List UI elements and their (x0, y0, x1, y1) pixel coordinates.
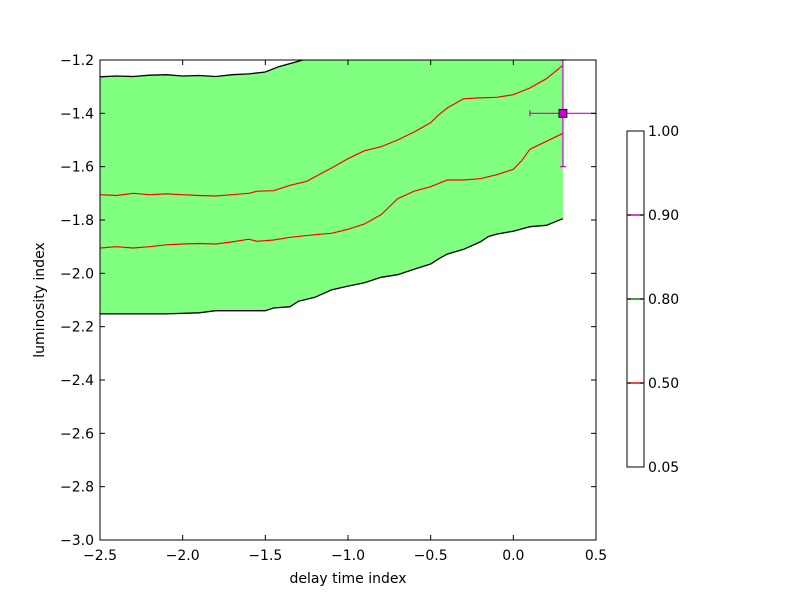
x-axis: −2.5 −2.0 −1.5 −1.0 −0.5 0.0 0.5 (83, 60, 607, 564)
inner-contour-upper (100, 64, 564, 197)
colorbar-ticks: 0.05 0.50 0.80 0.90 1.00 (627, 124, 679, 476)
y-tick-label: −2.8 (60, 480, 94, 496)
x-tick-label: −0.5 (414, 548, 448, 564)
x-tick-label: −2.0 (166, 548, 200, 564)
y-tick-label: −3.0 (60, 533, 94, 549)
x-tick-label: 0.5 (585, 548, 607, 564)
y-tick-label: −2.4 (60, 373, 94, 389)
y-axis: −3.0 −2.8 −2.6 −2.4 −2.2 −2.0 −1.8 −1.6 −1.4 −1.2 (60, 53, 596, 549)
x-tick-label: 0.0 (502, 548, 524, 564)
plot-area: −2.5 −2.0 −1.5 −1.0 −0.5 0.0 0.5 −3.0−2.8−2.6−… (60, 53, 607, 564)
marker-layer (529, 59, 596, 168)
best-fit-marker (558, 108, 568, 118)
confidence-region-fill (100, 60, 563, 314)
y-axis-label: luminosity index (32, 242, 48, 357)
colorbar-tick-label: 0.50 (648, 376, 679, 392)
y-tick-label: −1.6 (60, 160, 94, 176)
outer-contour-lower (100, 218, 564, 315)
y-tick-label: −2.2 (60, 320, 94, 336)
inner-contour-lower (100, 132, 564, 249)
y-tick-label: −1.8 (60, 213, 94, 229)
y-tick-label: −2.6 (60, 426, 94, 442)
y-tick-label: −2.0 (60, 266, 94, 282)
colorbar: 0.05 0.50 0.80 0.90 1.00 (626, 124, 679, 476)
colorbar-tick-label: 0.05 (648, 460, 679, 476)
y-tick-label: −1.4 (60, 106, 94, 122)
x-axis-label: delay time index (289, 571, 406, 587)
data-layer (100, 60, 564, 315)
x-tick-label: −1.0 (331, 548, 365, 564)
outer-contour-upper (100, 60, 305, 78)
colorbar-tick-label: 1.00 (648, 124, 679, 140)
x-tick-label: −1.5 (248, 548, 282, 564)
y-tick-label: −1.2 (60, 53, 94, 69)
colorbar-tick-label: 0.80 (648, 292, 679, 308)
colorbar-tick-label: 0.90 (648, 208, 679, 224)
x-tick-label: −2.5 (83, 548, 117, 564)
